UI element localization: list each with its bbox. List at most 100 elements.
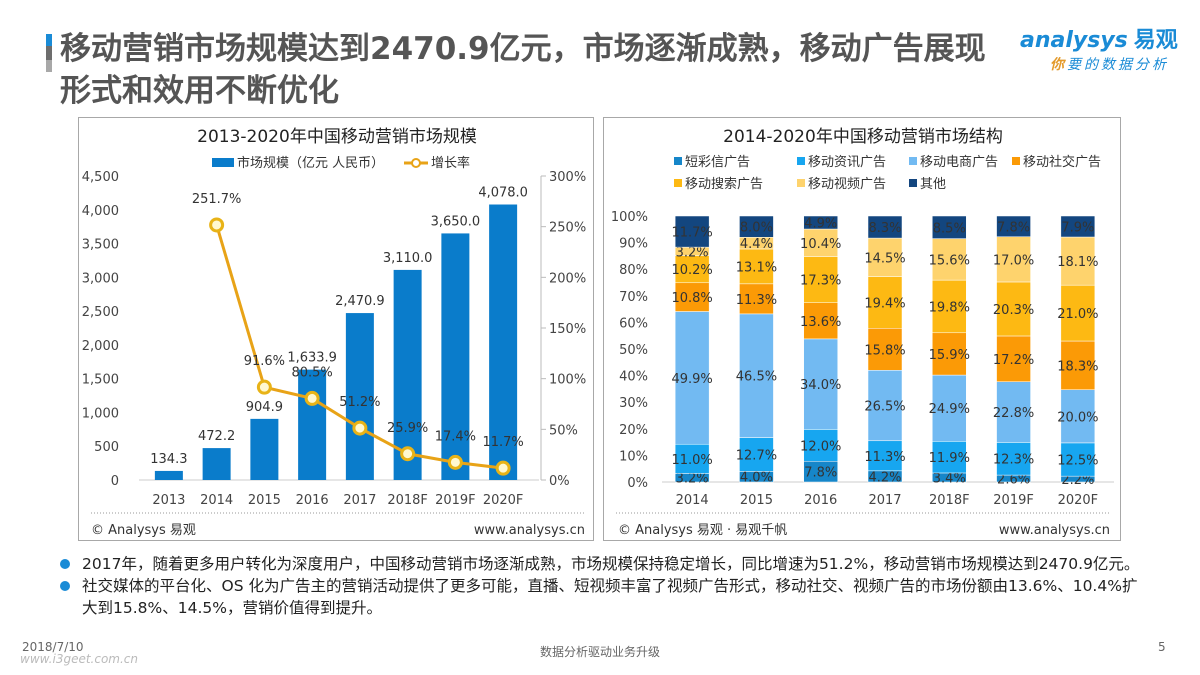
segment-value-label: 11.7%: [671, 226, 712, 241]
bar-value-label: 904.9: [246, 400, 283, 415]
segment-value-label: 2.2%: [1061, 473, 1094, 488]
growth-rate-label: 17.4%: [435, 429, 476, 444]
stacked-segment: [867, 440, 903, 472]
stacked-segment: [674, 311, 710, 445]
segment-value-label: 18.1%: [1057, 255, 1098, 270]
analysys-logo: analysys 易观 你要的数据分析: [1020, 22, 1190, 74]
growth-rate-point: [256, 379, 272, 395]
segment-value-label: 4.4%: [740, 237, 773, 252]
legend-label: 移动社交广告: [1023, 154, 1101, 170]
stacked-segment: [996, 236, 1031, 283]
legend-label: 短彩信广告: [685, 155, 750, 170]
segment-value-label: 7.8%: [997, 220, 1030, 235]
stacked-segment: [1060, 236, 1096, 286]
logo-cn: 易观: [1133, 28, 1178, 53]
bullet-text: 社交媒体的平台化、OS 化为广告主的营销活动提供了更多可能，直播、短视频丰富了视…: [82, 577, 1138, 617]
growth-rate-point: [447, 454, 463, 470]
x-tick-label: 2014: [676, 493, 709, 508]
segment-value-label: 17.2%: [993, 353, 1034, 368]
stacked-segment: [674, 215, 710, 248]
stacked-segment: [996, 381, 1031, 443]
y-tick-label: 70%: [619, 290, 648, 305]
y-left-tick-label: 4,000: [82, 204, 119, 219]
x-tick-label: 2013: [152, 493, 185, 508]
y-left-tick-label: 1,500: [82, 373, 119, 388]
bar-market-size: [441, 233, 470, 480]
x-tick-label: 2020F: [483, 493, 524, 508]
growth-rate-point: [495, 460, 511, 476]
stacked-segment: [803, 215, 838, 230]
growth-rate-label: 51.2%: [339, 395, 380, 410]
y-left-tick-label: 3,000: [82, 271, 119, 286]
y-right-tick-label: 50%: [549, 423, 578, 438]
source-url: www.analysys.cn: [474, 523, 585, 538]
y-tick-label: 10%: [619, 449, 648, 464]
segment-value-label: 34.0%: [800, 378, 841, 393]
stacked-segment: [674, 443, 710, 474]
bar-market-size: [250, 418, 279, 480]
legend-label: 其他: [920, 177, 946, 192]
source-url: www.analysys.cn: [999, 523, 1110, 538]
growth-rate-point: [304, 390, 320, 406]
segment-value-label: 3.2%: [676, 472, 709, 487]
bar-value-label: 3,110.0: [383, 251, 433, 266]
segment-value-label: 20.0%: [1057, 410, 1098, 425]
market-size-chart-panel: 2013-2020年中国移动营销市场规模 市场规模（亿元 人民币） 增长率 0 500 1…: [78, 117, 594, 541]
x-tick-label: 2017: [868, 493, 901, 508]
y-left-tick-label: 1,000: [82, 406, 119, 421]
y-tick-label: 20%: [619, 423, 648, 438]
bullet-item: 2017年，随着更多用户转化为深度用户，中国移动营销市场逐渐成熟，市场规模保持稳…: [60, 553, 1140, 575]
segment-value-label: 26.5%: [864, 400, 905, 415]
segment-value-label: 12.5%: [1057, 454, 1098, 469]
bar-market-size: [393, 269, 422, 480]
legend-swatch-market-size: [212, 158, 234, 167]
title-accent-bar: [46, 34, 52, 72]
bar-market-size: [298, 369, 327, 480]
stacked-segment: [1060, 442, 1096, 477]
bar-market-size: [489, 204, 518, 480]
legend-swatch: [797, 179, 805, 187]
stacked-segment: [739, 215, 774, 238]
stacked-segment: [739, 283, 774, 315]
x-tick-label: 2017: [343, 493, 376, 508]
stacked-segment: [867, 237, 903, 277]
segment-value-label: 17.0%: [993, 253, 1034, 268]
logo-sub-rest: 要的数据分析: [1067, 57, 1169, 73]
bar-value-label: 472.2: [198, 429, 235, 444]
legend-swatch: [909, 157, 917, 165]
stacked-segment: [803, 228, 838, 257]
bar-market-size: [154, 470, 183, 480]
segment-value-label: 7.8%: [804, 466, 837, 481]
bullet-text: 2017年，随着更多用户转化为深度用户，中国移动营销市场逐渐成熟，市场规模保持稳…: [82, 555, 1140, 573]
segment-value-label: 4.0%: [740, 471, 773, 486]
segment-value-label: 11.0%: [671, 453, 712, 468]
stacked-segment: [739, 313, 774, 438]
legend-marker-growth: [411, 158, 421, 168]
growth-rate-point: [209, 217, 225, 233]
segment-value-label: 11.3%: [864, 450, 905, 465]
y-left-tick-label: 3,500: [82, 238, 119, 253]
legend-label: 移动电商广告: [920, 155, 998, 170]
stacked-segment: [674, 255, 710, 284]
x-tick-label: 2015: [740, 493, 773, 508]
legend-label: 移动视频广告: [808, 177, 886, 192]
legend-label-market-size: 市场规模（亿元 人民币）: [237, 155, 384, 171]
x-tick-label: 2018F: [929, 493, 970, 508]
stacked-segment: [1060, 389, 1096, 444]
y-tick-label: 90%: [619, 237, 648, 252]
y-tick-label: 80%: [619, 263, 648, 278]
y-right-tick-label: 0%: [549, 474, 570, 489]
legend-label: 移动搜索广告: [685, 177, 763, 192]
x-tick-label: 2016: [804, 493, 837, 508]
stacked-segment: [803, 302, 838, 340]
y-left-tick-label: 500: [94, 440, 119, 455]
segment-value-label: 4.2%: [868, 470, 901, 485]
stacked-segment: [932, 332, 967, 376]
segment-value-label: 15.6%: [929, 253, 970, 268]
bar-value-label: 3,650.0: [431, 214, 481, 229]
segment-value-label: 15.9%: [929, 348, 970, 363]
stacked-segment: [932, 215, 967, 239]
stacked-segment: [867, 328, 903, 371]
